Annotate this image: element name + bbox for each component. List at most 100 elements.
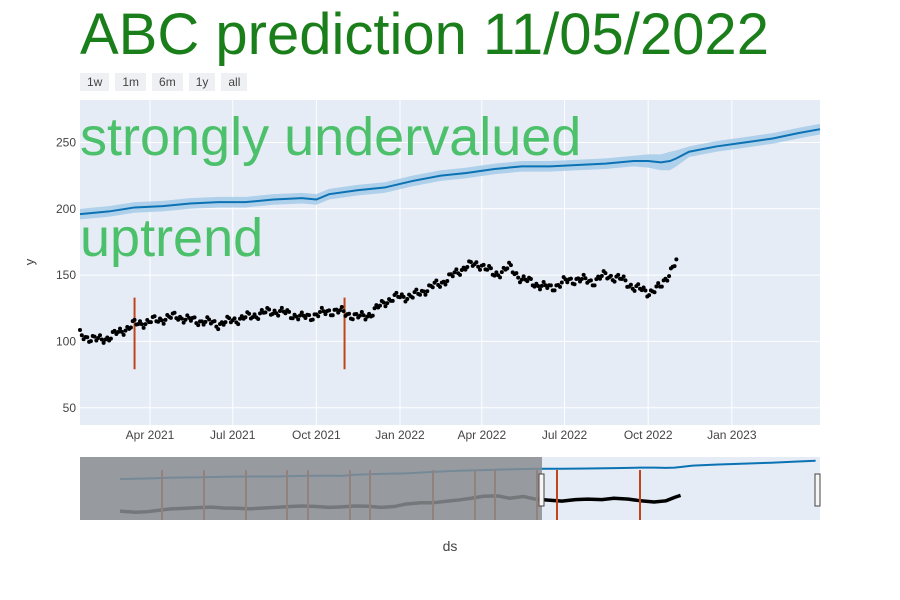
actual-point <box>143 322 148 327</box>
annotation-uptrend: uptrend <box>80 208 263 268</box>
actual-point <box>450 274 455 279</box>
actual-point <box>476 264 481 269</box>
actual-point <box>468 260 473 265</box>
actual-point <box>425 289 430 294</box>
x-tick-label: Oct 2021 <box>292 428 341 442</box>
range-button-1y[interactable]: 1y <box>188 73 216 91</box>
actual-point <box>672 264 677 269</box>
chart-title: ABC prediction 11/05/2022 <box>80 2 769 67</box>
range-button-6m[interactable]: 6m <box>152 73 183 91</box>
actual-point <box>583 276 588 281</box>
actual-point <box>579 276 584 281</box>
actual-point <box>361 313 366 318</box>
actual-point <box>347 311 352 316</box>
actual-point <box>410 295 415 300</box>
range-slider-left-handle[interactable] <box>538 473 545 507</box>
range-button-1w[interactable]: 1w <box>80 73 110 91</box>
actual-point <box>310 317 315 322</box>
actual-point <box>665 278 670 283</box>
actual-point <box>394 290 399 295</box>
actual-point <box>538 287 542 292</box>
actual-point <box>296 317 301 322</box>
actual-point <box>385 301 390 306</box>
actual-point <box>108 336 113 341</box>
actual-point <box>278 309 282 314</box>
actual-point <box>307 313 312 318</box>
range-slider-right-handle[interactable] <box>814 473 821 507</box>
actual-point <box>121 332 126 337</box>
actual-point <box>659 284 664 289</box>
actual-point <box>141 325 146 330</box>
actual-point <box>92 334 97 339</box>
actual-point <box>514 271 519 276</box>
actual-point <box>452 270 457 275</box>
actual-point <box>592 283 597 288</box>
actual-point <box>128 325 133 330</box>
actual-point <box>370 313 375 318</box>
actual-point <box>327 308 332 313</box>
actual-point <box>354 311 359 316</box>
actual-point <box>372 306 377 311</box>
range-button-all[interactable]: all <box>221 73 248 91</box>
x-tick-label: Jul 2022 <box>542 428 588 442</box>
actual-point <box>363 317 368 322</box>
actual-point <box>454 267 459 272</box>
actual-point <box>252 312 257 317</box>
actual-point <box>119 329 124 334</box>
actual-point <box>256 316 261 321</box>
actual-point <box>179 316 184 321</box>
actual-point <box>568 276 573 281</box>
actual-point <box>258 311 262 316</box>
actual-point <box>138 319 142 324</box>
actual-point <box>161 321 166 326</box>
actual-point <box>216 327 221 332</box>
range-button-1m[interactable]: 1m <box>115 73 147 91</box>
actual-point <box>243 315 248 320</box>
actual-point <box>647 293 652 298</box>
x-axis-label: ds <box>443 538 458 554</box>
actual-point <box>621 274 626 279</box>
actual-point <box>636 282 641 287</box>
actual-point <box>541 280 546 285</box>
actual-point <box>139 322 144 327</box>
actual-point <box>548 283 553 288</box>
grid-lines <box>80 100 820 425</box>
actual-point <box>323 312 328 317</box>
actual-point <box>474 260 479 265</box>
y-tick-label: 200 <box>56 202 76 216</box>
actual-point <box>558 284 562 289</box>
actual-point <box>298 313 302 318</box>
actual-point <box>418 292 422 297</box>
x-tick-label: Jan 2022 <box>375 428 425 442</box>
actual-point <box>378 303 382 308</box>
actual-point <box>674 257 679 262</box>
actual-point <box>276 313 281 318</box>
actual-point <box>443 282 448 287</box>
actual-point <box>519 277 524 282</box>
actual-point <box>478 267 482 272</box>
actual-point <box>156 319 161 324</box>
actual-point <box>118 326 122 331</box>
actual-point <box>381 300 386 305</box>
actual-point <box>299 310 304 315</box>
actual-point <box>318 310 322 315</box>
actual-point <box>192 315 197 320</box>
actual-point <box>159 318 164 323</box>
actual-point <box>334 307 339 312</box>
actual-point <box>163 317 168 322</box>
actual-point <box>223 320 228 325</box>
actual-point <box>516 275 521 280</box>
actual-point <box>401 294 406 299</box>
forecast-series-line <box>79 128 821 216</box>
actual-point <box>521 274 526 279</box>
range-slider[interactable] <box>80 457 821 520</box>
actual-points <box>78 257 679 345</box>
actual-point <box>423 292 428 297</box>
actual-point <box>623 278 628 283</box>
actual-point <box>525 279 530 284</box>
actual-point <box>398 295 402 300</box>
actual-point <box>390 298 395 303</box>
actual-point <box>581 272 586 277</box>
actual-point <box>405 296 410 301</box>
y-tick-label: 250 <box>56 135 76 149</box>
